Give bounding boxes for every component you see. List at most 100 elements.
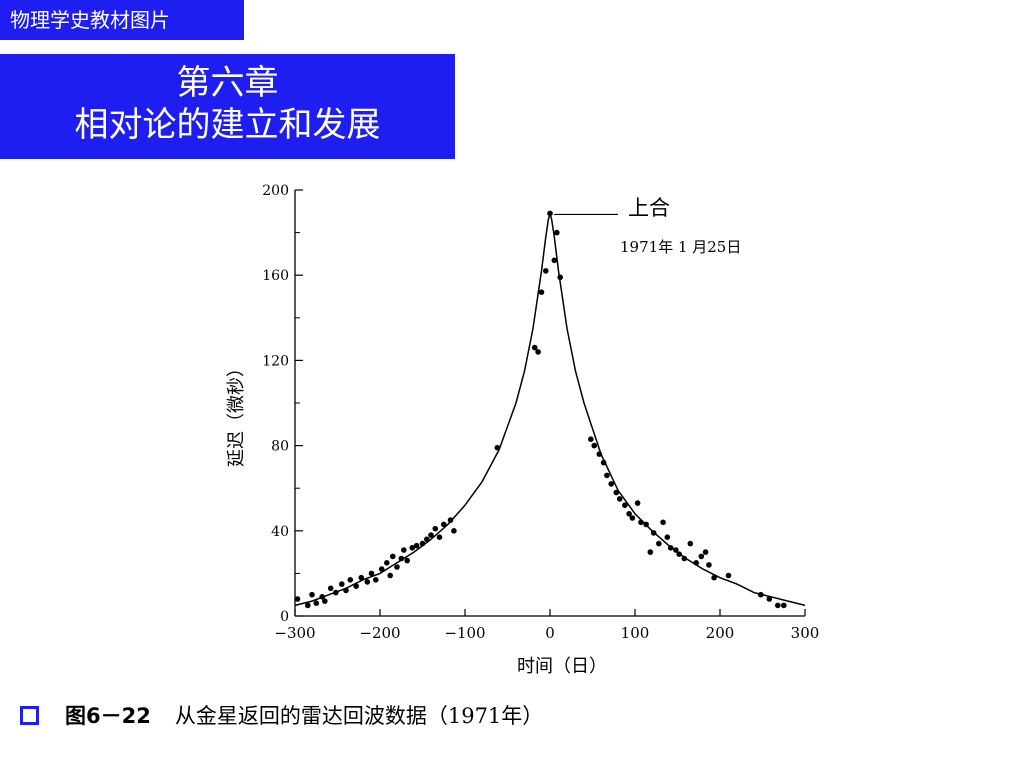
y-tick-label: 200 bbox=[262, 183, 289, 199]
data-point bbox=[758, 591, 764, 598]
data-point bbox=[667, 545, 674, 551]
data-point bbox=[409, 545, 416, 551]
data-point bbox=[387, 572, 393, 579]
data-point bbox=[626, 511, 632, 517]
data-point bbox=[551, 257, 558, 264]
data-point bbox=[660, 519, 666, 526]
data-point bbox=[543, 268, 549, 274]
data-point bbox=[436, 534, 443, 540]
data-point bbox=[557, 274, 563, 281]
data-point bbox=[608, 481, 614, 487]
x-tick-label: 300 bbox=[791, 624, 820, 642]
data-point bbox=[531, 344, 538, 351]
figure-number: 图6－22 bbox=[65, 704, 151, 728]
data-point bbox=[451, 528, 457, 534]
data-point bbox=[353, 583, 359, 589]
data-point bbox=[616, 496, 623, 502]
data-point bbox=[404, 557, 410, 564]
chapter-number: 第六章 bbox=[176, 63, 279, 103]
data-point bbox=[327, 585, 334, 592]
data-point bbox=[305, 602, 311, 609]
figure-caption-text: 从金星返回的雷达回波数据（1971年） bbox=[174, 704, 544, 728]
figure-caption: 图6－22 从金星返回的雷达回波数据（1971年） bbox=[20, 700, 543, 730]
data-point bbox=[319, 594, 325, 600]
data-point bbox=[706, 562, 712, 568]
data-point bbox=[634, 500, 641, 506]
x-tick-label: −300 bbox=[274, 624, 315, 642]
radar-echo-chart: 0 40 80 120 160 200 −300 −200 −100 0 100 200 300 上合… bbox=[226, 183, 820, 677]
data-point bbox=[419, 540, 426, 547]
data-point bbox=[687, 540, 694, 547]
data-point bbox=[432, 525, 439, 532]
data-point bbox=[494, 444, 501, 451]
data-point bbox=[591, 442, 597, 449]
data-point bbox=[698, 553, 705, 560]
data-point bbox=[384, 560, 390, 566]
data-point bbox=[596, 451, 603, 457]
data-point bbox=[775, 602, 781, 609]
data-point bbox=[613, 489, 620, 496]
data-point bbox=[681, 555, 688, 562]
x-axis-label: 时间（日） bbox=[517, 656, 607, 677]
data-point bbox=[673, 547, 679, 553]
data-point bbox=[629, 515, 636, 521]
data-point bbox=[725, 572, 732, 579]
data-point bbox=[554, 229, 560, 236]
square-bullet-icon bbox=[20, 705, 39, 725]
x-tick-label: −200 bbox=[359, 624, 400, 642]
data-point bbox=[424, 536, 430, 543]
data-point bbox=[447, 517, 454, 523]
y-tick-label: 120 bbox=[262, 353, 289, 369]
conjunction-date-label: 1971年 1 月25日 bbox=[620, 238, 741, 256]
data-point bbox=[294, 596, 301, 602]
data-point bbox=[413, 542, 420, 549]
data-point bbox=[398, 555, 405, 562]
data-point bbox=[676, 551, 682, 557]
y-tick-label: 40 bbox=[271, 524, 289, 540]
data-point bbox=[638, 519, 644, 526]
y-tick-label: 160 bbox=[262, 268, 289, 284]
data-point bbox=[622, 502, 628, 509]
data-point bbox=[693, 560, 699, 566]
data-point bbox=[664, 534, 671, 540]
data-point bbox=[428, 532, 434, 538]
y-axis-label: 延迟（微秒） bbox=[226, 359, 247, 467]
data-point bbox=[347, 577, 354, 583]
data-point bbox=[711, 574, 717, 581]
data-point bbox=[373, 577, 379, 583]
x-tick-label: −100 bbox=[444, 624, 485, 642]
data-point bbox=[394, 564, 400, 570]
data-point bbox=[401, 547, 407, 553]
conjunction-label: 上合 bbox=[628, 196, 670, 220]
chapter-name: 相对论的建立和发展 bbox=[74, 105, 381, 145]
model-delay-curve bbox=[294, 210, 806, 607]
data-point bbox=[781, 602, 787, 609]
data-point bbox=[343, 587, 349, 594]
data-point bbox=[547, 210, 553, 217]
data-point bbox=[702, 549, 709, 555]
data-point bbox=[313, 600, 320, 606]
x-tick-label: 0 bbox=[545, 624, 555, 642]
data-point bbox=[368, 570, 375, 577]
data-point bbox=[656, 540, 662, 547]
chapter-title: 第六章 相对论的建立和发展 bbox=[0, 54, 455, 159]
data-point bbox=[535, 349, 541, 355]
data-point bbox=[604, 472, 610, 479]
data-point bbox=[643, 521, 649, 528]
data-point bbox=[339, 581, 345, 587]
data-point bbox=[650, 530, 657, 536]
data-point bbox=[441, 521, 447, 528]
data-point bbox=[647, 549, 654, 555]
course-tag: 物理学史教材图片 bbox=[0, 0, 244, 40]
data-point bbox=[600, 459, 607, 466]
data-point bbox=[378, 566, 385, 572]
y-tick-label: 0 bbox=[280, 609, 289, 625]
data-point bbox=[364, 579, 371, 585]
x-tick-label: 100 bbox=[621, 624, 650, 642]
data-point bbox=[766, 596, 773, 602]
data-point bbox=[309, 591, 315, 598]
x-tick-label: 200 bbox=[706, 624, 735, 642]
data-point bbox=[390, 553, 396, 560]
data-point bbox=[358, 574, 365, 581]
y-tick-label: 80 bbox=[271, 439, 289, 455]
